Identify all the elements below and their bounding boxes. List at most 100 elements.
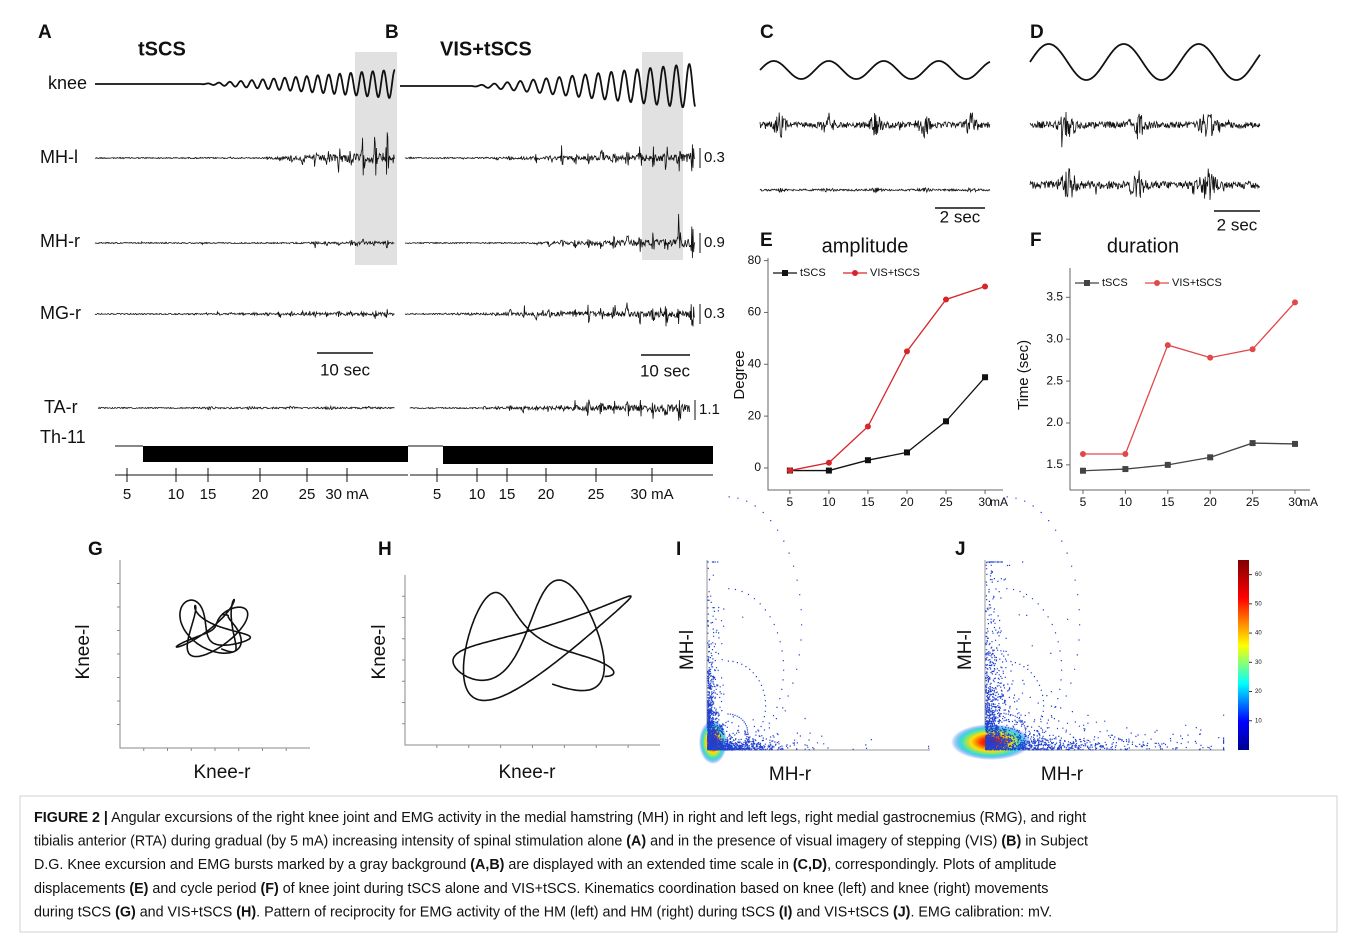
caption-line: tibialis anterior (RTA) during gradual (… [34,834,1088,850]
trace-label: MH-r [40,231,80,251]
y-tick-label: 3.5 [1046,289,1063,303]
x-tick-label: 10 [822,495,836,509]
stimulation [443,446,713,464]
series-line [1082,301,1296,455]
panel-label: F [1030,230,1042,251]
tick-label: 5 [433,486,441,503]
y-tick-label: 80 [748,253,762,267]
trace-label: knee [48,73,87,93]
colorbar-tick-label: 60 [1255,572,1262,578]
x-unit: mA [1300,495,1318,509]
panel-label: C [760,22,774,43]
legend-marker [1084,280,1090,286]
caption-line: D.G. Knee excursion and EMG bursts marke… [34,857,1057,873]
trace [759,60,991,80]
caption-text: and in the presence of visual imagery of… [646,834,1001,850]
y-axis-label: Degree [731,350,748,399]
y-axis-label: Knee-l [369,625,390,680]
caption-text: (A) [626,834,646,850]
axes [404,575,660,746]
caption-text: and VIS+tSCS [136,904,237,920]
marker [1207,354,1214,361]
tick-label: 25 [588,486,605,503]
x-tick-label: 15 [1161,495,1175,509]
series-line [1082,442,1296,472]
trace [95,69,396,99]
marker [825,467,832,474]
x-tick-label: 20 [1204,495,1218,509]
x-tick-label: 10 [1119,495,1133,509]
panel-label: G [88,539,103,560]
marker [1079,450,1086,457]
x-tick-label: 5 [1080,495,1087,509]
scatter-points [707,496,930,751]
y-axis-label: Knee-l [73,625,94,680]
calibration: 0.3 [704,149,725,166]
legend-label: tSCS [800,267,826,279]
panel-title: VIS+tSCS [440,38,532,60]
calibration: 1.1 [699,401,720,418]
trace [759,186,991,194]
marker [825,459,832,466]
trace-label: MG-r [40,303,81,323]
colorbar-tick-label: 50 [1255,601,1262,607]
panel-label: D [1030,22,1044,43]
tick-label: 10 [168,486,185,503]
marker [982,283,989,290]
trace [404,302,696,327]
caption-text: (H) [236,904,256,920]
caption-text: displacements [34,881,129,897]
trace [1029,167,1261,201]
caption-text: (J) [893,904,911,920]
y-tick-label: 20 [748,408,762,422]
tick-label: 25 [299,486,316,503]
tick-label: 15 [499,486,516,503]
caption-line: during tSCS (G) and VIS+tSCS (H). Patter… [34,904,1052,920]
y-tick-label: 2.0 [1046,415,1063,429]
colorbar-tick-label: 40 [1255,631,1262,637]
tick-label: 5 [123,486,131,503]
caption-text: of knee joint during tSCS alone and VIS+… [279,881,1049,897]
calibration: 0.3 [704,305,725,322]
caption-text: (B) [1001,834,1021,850]
trace-label: TA-r [44,397,78,417]
marker [864,457,871,464]
y-tick-label: 40 [748,356,762,370]
marker [1207,454,1214,461]
caption-text: (E) [129,881,148,897]
scale-bar-label: 2 sec [1217,215,1258,234]
marker [1291,299,1298,306]
scale-bar-label: 2 sec [940,207,981,226]
x-axis-label: Knee-r [498,762,556,783]
caption-text: (I) [779,904,793,920]
y-tick-label: 0 [754,460,761,474]
legend-label: tSCS [1102,277,1128,289]
axes [119,560,310,749]
trace [452,579,632,702]
marker [943,296,950,303]
trace [94,238,395,249]
trace-label: Th-11 [40,427,86,447]
marker [982,374,989,381]
x-tick-label: 30 [978,495,992,509]
trace [94,309,395,319]
legend-label: VIS+tSCS [870,267,920,279]
trace [175,598,252,658]
caption-text: . EMG calibration: mV. [910,904,1052,920]
caption-text: (G) [115,904,136,920]
x-tick-label: 25 [1246,495,1260,509]
axes [767,258,1003,491]
y-tick-label: 2.5 [1046,373,1063,387]
x-axis-label: MH-r [769,764,812,785]
marker [1079,467,1086,474]
tick-label: 30 mA [325,486,368,503]
x-tick-label: 20 [900,495,914,509]
trace [404,144,696,172]
panel-label: J [955,539,966,560]
caption-text: and VIS+tSCS [792,904,893,920]
series-line [789,376,986,472]
colorbar-tick-label: 30 [1255,660,1262,666]
caption-box [19,795,1338,933]
trace [404,213,696,259]
trace [400,63,696,108]
